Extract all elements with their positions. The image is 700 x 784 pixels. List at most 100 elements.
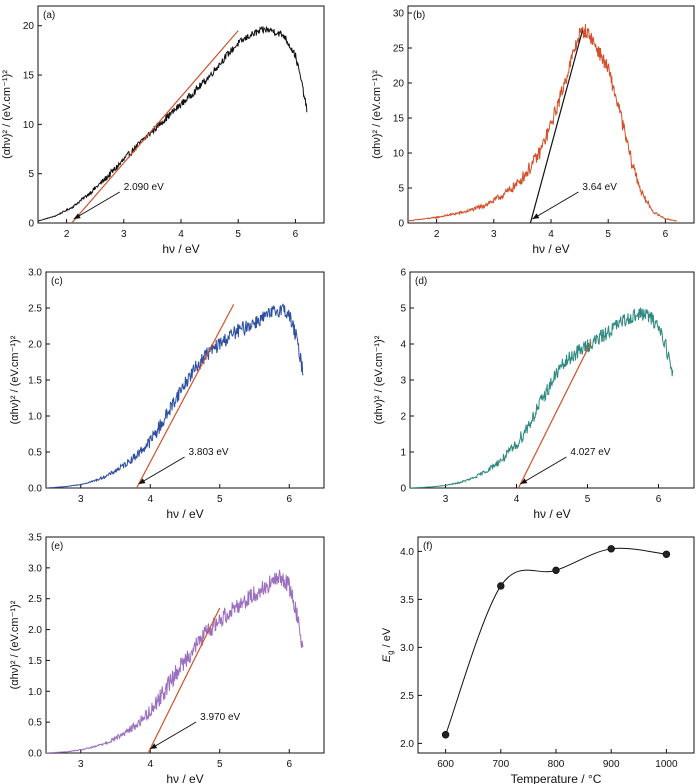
x-tick-label: 700 [492, 759, 509, 770]
y-tick-label: 1.5 [28, 656, 42, 667]
y-tick-label: 5 [28, 169, 34, 180]
panel-label: (e) [51, 541, 63, 552]
y-tick-label: 0 [400, 484, 406, 495]
y-tick-label: 4.0 [400, 547, 414, 558]
data-point [662, 550, 671, 558]
y-tick-label: 2 [400, 412, 406, 423]
spectrum-line [410, 307, 674, 488]
panel-c: 3 4 5 6 0.0 0.5 1.0 1.5 2.0 2.5 3.0 (c) hν / eV (αhν)… [9, 268, 325, 521]
y-tick-label: 0.0 [28, 749, 42, 760]
x-tick-label: 4 [147, 759, 153, 770]
annotation-arrow [532, 191, 579, 220]
y-tick-label: 1 [400, 448, 406, 459]
y-axis-title: (αhν)² / (eV.cm⁻¹)² [9, 600, 21, 689]
spectrum-line [408, 24, 678, 222]
x-axis-title: hν / eV [533, 507, 570, 521]
x-axis-title: Temperature / °C [511, 772, 602, 784]
x-tick-label: 4 [548, 229, 554, 240]
panel-label: (a) [43, 10, 55, 21]
y-tick-label: 10 [23, 120, 35, 131]
tangent-fit-line [529, 30, 584, 223]
x-axis-title: hν / eV [166, 772, 203, 784]
y-tick-label: 20 [23, 21, 35, 32]
annotation-arrow [149, 721, 197, 750]
annotation-arrowhead [150, 743, 158, 749]
bandgap-annotation: 3.970 eV [200, 712, 240, 723]
x-tick-label: 3 [491, 229, 497, 240]
x-tick-label: 5 [217, 759, 223, 770]
x-tick-label: 4 [514, 494, 520, 505]
y-tick-label: 1.5 [28, 376, 42, 387]
x-tick-label: 4 [147, 494, 153, 505]
x-tick-label: 6 [293, 229, 299, 240]
y-axis-title: (αhν)² / (eV.cm⁻¹)² [1, 70, 13, 159]
tangent-fit-line [136, 304, 235, 488]
y-tick-label: 3.0 [28, 563, 42, 574]
panel-label: (c) [51, 276, 63, 287]
trend-curve [445, 547, 667, 735]
x-tick-label: 2 [434, 229, 440, 240]
panel-e: 3 4 5 6 0.0 0.5 1.0 1.5 2.0 2.5 3.0 3.5 (e) hν / eV (α… [9, 533, 325, 784]
y-tick-label: 1.0 [28, 687, 42, 698]
y-tick-label: 3.0 [28, 268, 42, 279]
data-point [607, 545, 615, 553]
x-tick-label: 2 [64, 229, 70, 240]
y-tick-label: 20 [393, 79, 405, 90]
tangent-fit-line [147, 607, 221, 753]
data-point [441, 731, 450, 739]
x-tick-label: 6 [656, 494, 662, 505]
annotation-arrowhead [138, 478, 146, 484]
spectrum-line [46, 303, 304, 488]
spectrum-line [38, 25, 308, 222]
plot-frame [409, 271, 695, 489]
panel-label: (f) [423, 541, 432, 552]
annotation-arrow [73, 191, 121, 220]
y-tick-label: 4 [400, 340, 406, 351]
annotation-arrowhead [73, 213, 81, 219]
panel-d: 3 4 5 6 0 1 2 3 4 5 6 (d) hν / eV (αhν)² / (eV.cm⁻¹)²… [373, 268, 695, 521]
y-axis-title: (αhν)² / (eV.cm⁻¹)² [371, 70, 383, 159]
bandgap-annotation: 3.803 eV [189, 447, 229, 458]
y-axis-title: (αhν)² / (eV.cm⁻¹)² [373, 335, 385, 424]
x-tick-label: 5 [585, 494, 591, 505]
y-axis-title: Eg / eV [381, 627, 395, 662]
panel-label: (b) [413, 10, 425, 21]
y-tick-label: 6 [400, 268, 406, 279]
bandgap-annotation: 3.64 eV [582, 182, 617, 193]
x-axis-title: hν / eV [532, 242, 569, 256]
plot-frame [45, 536, 325, 754]
x-tick-label: 6 [663, 229, 669, 240]
annotation-arrow [138, 456, 185, 485]
plot-frame [407, 5, 695, 224]
y-tick-label: 3.5 [28, 533, 42, 544]
y-tick-label: 2.5 [28, 304, 42, 315]
x-tick-label: 3 [78, 494, 84, 505]
x-tick-label: 3 [78, 759, 84, 770]
y-tick-label: 3.5 [400, 595, 414, 606]
y-tick-label: 0 [28, 219, 34, 230]
y-tick-label: 5 [400, 304, 406, 315]
x-tick-label: 5 [217, 494, 223, 505]
x-tick-label: 600 [437, 759, 454, 770]
spectrum-line [46, 569, 304, 753]
x-tick-label: 5 [235, 229, 241, 240]
data-point [552, 566, 560, 575]
annotation-arrow [520, 456, 567, 485]
panel-a: 2 3 4 5 6 0 5 10 15 20 (a) hν / eV (αhν)² / (eV.cm⁻¹… [1, 5, 325, 256]
plot-frame [37, 5, 325, 224]
x-tick-label: 6 [286, 759, 292, 770]
y-tick-label: 2.0 [400, 739, 414, 750]
x-tick-label: 4 [178, 229, 184, 240]
y-tick-label: 3 [400, 376, 406, 387]
panel-f: 600 700 800 900 1000 2.0 2.5 3.0 3.5 4.0 (f) Temper… [381, 536, 695, 784]
y-tick-label: 1.0 [28, 412, 42, 423]
y-tick-label: 3.0 [400, 643, 414, 654]
tangent-fit-line [517, 341, 592, 488]
y-tick-label: 0.5 [28, 448, 42, 459]
y-tick-label: 0 [398, 219, 404, 230]
x-tick-label: 3 [121, 229, 127, 240]
y-tick-label: 15 [393, 114, 405, 125]
tangent-fit-line [71, 30, 239, 223]
y-tick-label: 2.5 [400, 691, 414, 702]
